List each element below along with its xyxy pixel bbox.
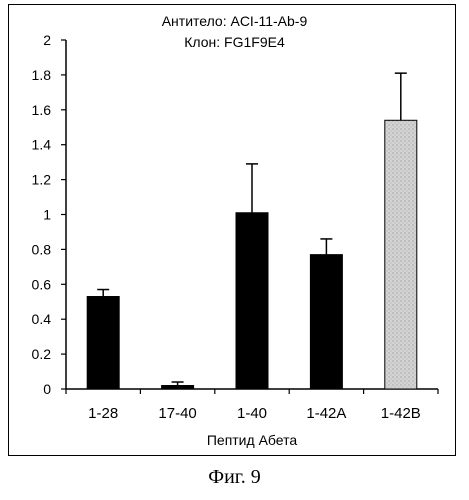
y-tick-label: 1.4 [32, 137, 52, 153]
y-tick-label: 2 [43, 32, 51, 48]
x-tick-label: 1-28 [88, 405, 118, 422]
y-tick-label: 1.2 [32, 172, 52, 188]
x-tick-label: 1-42A [306, 405, 346, 422]
y-tick-label: 0.8 [32, 241, 52, 257]
y-tick-label: 0.4 [32, 311, 52, 327]
y-tick-label: 0.2 [32, 346, 52, 362]
figure-caption: Фиг. 9 [0, 466, 469, 489]
y-tick-label: 1 [43, 207, 51, 223]
y-tick-label: 0.6 [32, 276, 52, 292]
x-tick-label: 1-40 [237, 405, 267, 422]
bar-1-42B [385, 120, 417, 389]
y-tick-label: 1.6 [32, 102, 52, 118]
bar-17-40 [162, 386, 194, 389]
x-axis-label: Пептид Абета [66, 432, 438, 448]
y-tick-label: 0 [43, 381, 51, 397]
bar-1-28 [87, 297, 119, 389]
x-tick-label: 1-42B [381, 405, 421, 422]
y-tick-label: 1.8 [32, 67, 52, 83]
x-tick-label: 17-40 [158, 405, 196, 422]
bar-1-42A [310, 255, 342, 389]
bar-1-40 [236, 213, 268, 389]
